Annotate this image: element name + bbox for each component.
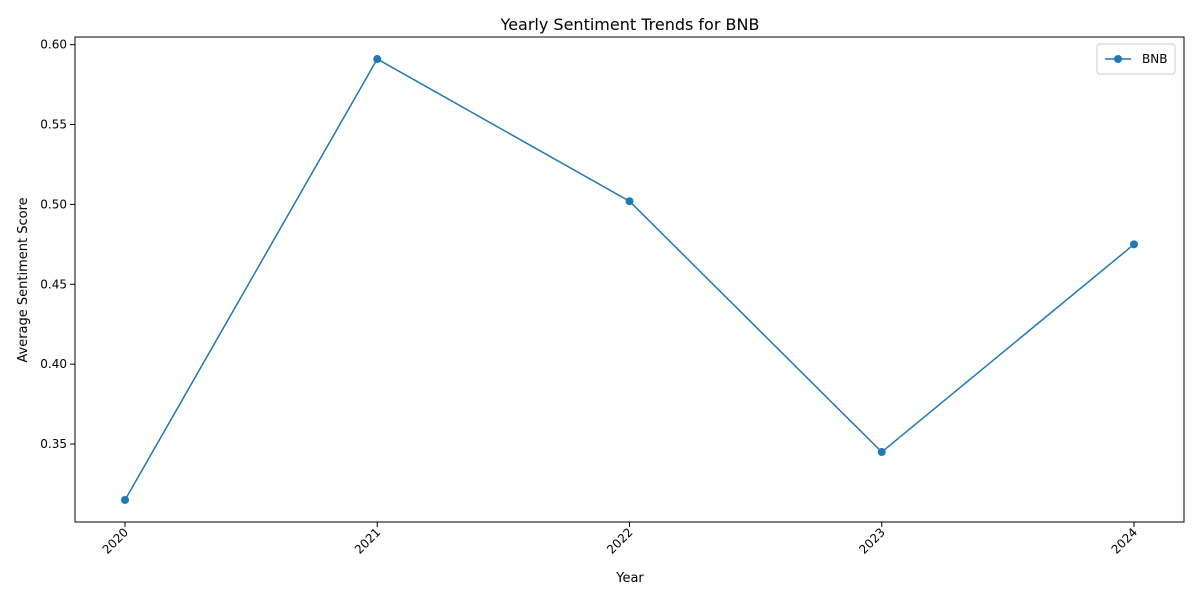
data-point	[625, 197, 634, 206]
data-point	[877, 448, 886, 457]
x-axis-label: Year	[615, 571, 644, 586]
plot-frame	[74, 36, 1185, 523]
data-point	[121, 495, 129, 504]
legend-label-bnb: BNB	[1142, 52, 1167, 66]
data-point	[373, 55, 382, 64]
series-layer	[121, 55, 1138, 504]
x-tick-label: 2021	[352, 525, 383, 556]
y-tick-label: 0.55	[40, 118, 67, 132]
x-axis: 2020 2021 2022 2023 2024	[100, 522, 1140, 557]
y-tick-label: 0.40	[40, 357, 67, 371]
y-axis: 0.35 0.40 0.45 0.50 0.55 0.60	[40, 38, 75, 451]
y-tick-label: 0.35	[40, 437, 67, 451]
x-tick-label: 2022	[604, 525, 635, 556]
data-point	[1130, 240, 1138, 249]
y-tick-label: 0.50	[40, 197, 67, 211]
chart-title: Yearly Sentiment Trends for BNB	[500, 15, 760, 34]
y-tick-label: 0.60	[40, 38, 67, 52]
y-axis-label: Average Sentiment Score	[16, 197, 31, 362]
x-tick-label: 2024	[1109, 525, 1140, 556]
y-tick-label: 0.45	[40, 277, 67, 291]
series-line-bnb	[124, 58, 1135, 501]
x-tick-label: 2020	[100, 525, 131, 556]
x-tick-label: 2023	[856, 525, 887, 556]
legend-box	[1096, 43, 1176, 75]
legend-marker-swatch	[1114, 55, 1122, 63]
legend: BNB	[1096, 43, 1176, 75]
